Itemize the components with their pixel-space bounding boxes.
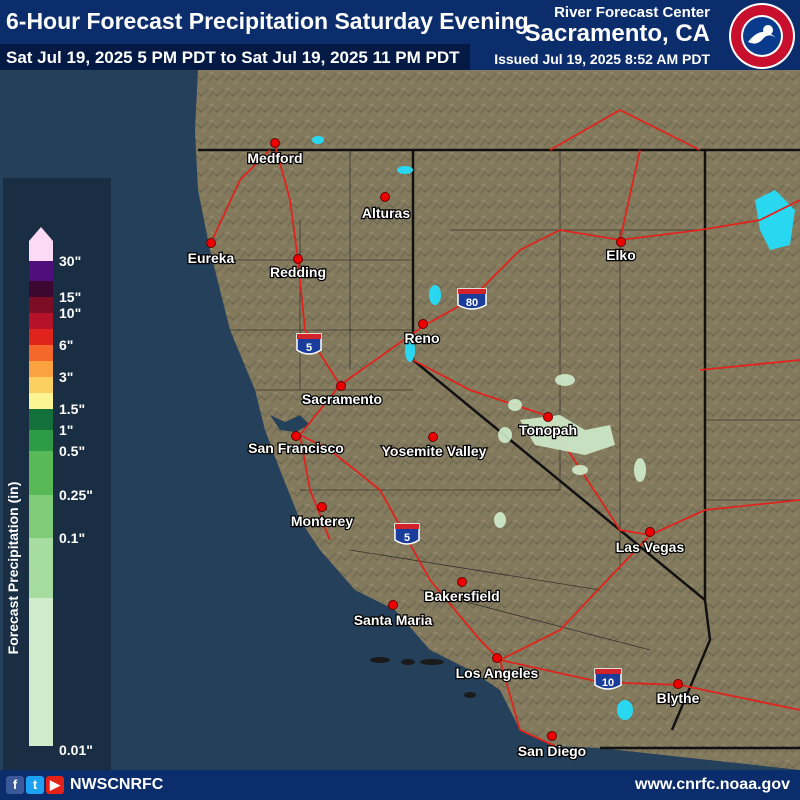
- legend-swatch: [29, 297, 53, 313]
- legend-swatch: [29, 261, 53, 281]
- city-label: San Diego: [518, 743, 586, 759]
- channel-island: [370, 657, 390, 663]
- legend-tick-label: 3": [59, 369, 73, 385]
- legend-swatch: [29, 345, 53, 361]
- city-monterey: Monterey: [290, 502, 355, 530]
- city-label: Medford: [247, 150, 302, 166]
- interstate-shield: 80: [457, 288, 487, 310]
- city-elko: Elko: [605, 237, 637, 264]
- city-label: Elko: [606, 247, 636, 263]
- legend-swatch: [29, 598, 53, 746]
- social-handle[interactable]: NWSCNRFC: [70, 776, 164, 793]
- city-las-vegas: Las Vegas: [615, 527, 686, 556]
- city-label: San Francisco: [248, 440, 344, 456]
- legend-tick-label: 6": [59, 337, 73, 353]
- footer-bar: f t ▶ NWSCNRFC www.cnrfc.noaa.gov: [0, 770, 800, 800]
- city-alturas: Alturas: [361, 192, 412, 222]
- legend-tick-label: 1.5": [59, 401, 85, 417]
- interstate-number: 5: [306, 342, 312, 354]
- legend-max-arrow: [29, 227, 53, 261]
- issued-time: Issued Jul 19, 2025 8:52 AM PDT: [494, 51, 710, 67]
- city-santa-maria: Santa Maria: [352, 600, 434, 629]
- legend-swatch: [29, 329, 53, 345]
- sf-bay: [270, 415, 310, 432]
- city-label: Bakersfield: [424, 588, 499, 604]
- city-sacramento: Sacramento: [301, 381, 383, 408]
- legend-swatch: [29, 313, 53, 329]
- city-label: Tonopah: [519, 422, 577, 438]
- city-reno: Reno: [403, 319, 441, 347]
- city-san-francisco: San Francisco: [247, 431, 345, 457]
- city-yosemite-valley: Yosemite Valley: [380, 432, 488, 460]
- legend-swatch: [29, 281, 53, 297]
- city-eureka: Eureka: [186, 238, 236, 267]
- legend-bins: 0.1" 0.25" 0.5" 1" 1.5" 3" 6" 10"15" 30" 0.01": [29, 227, 93, 758]
- city-san-diego: San Diego: [517, 731, 587, 760]
- city-label: Alturas: [362, 205, 410, 221]
- city-label: Eureka: [188, 250, 235, 266]
- land-area: [195, 70, 800, 770]
- interstate-shield: 5: [394, 523, 420, 545]
- legend-title: Forecast Precipitation (in): [5, 482, 21, 655]
- city-tonopah: Tonopah: [518, 412, 578, 439]
- legend-tick-label: 0.01": [59, 742, 93, 758]
- legend-tick-label: 1": [59, 422, 73, 438]
- interstate-shield: 10: [594, 668, 622, 690]
- lakes: [312, 136, 795, 720]
- city-label: Sacramento: [302, 391, 382, 407]
- map-title: 6-Hour Forecast Precipitation Saturday E…: [6, 8, 529, 34]
- city-redding: Redding: [269, 254, 327, 281]
- legend-swatch: [29, 451, 53, 495]
- city-label: Reno: [405, 330, 440, 346]
- city-label: Los Angeles: [456, 665, 539, 681]
- legend-tick-label: 10": [59, 305, 81, 321]
- channel-island: [464, 692, 476, 698]
- legend-tick-label: 0.1": [59, 530, 85, 546]
- legend-swatch: [29, 430, 53, 451]
- legend-tick-label: 30": [59, 253, 81, 269]
- legend-swatch: [29, 538, 53, 598]
- precipitation-map: 5 80 5 10 Medford Alturas Eureka Redding…: [0, 70, 800, 770]
- valid-period: Sat Jul 19, 2025 5 PM PDT to Sat Jul 19,…: [6, 48, 460, 67]
- city-label: Yosemite Valley: [382, 443, 487, 459]
- city-los-angeles: Los Angeles: [454, 653, 540, 682]
- legend-tick-label: 0.5": [59, 443, 85, 459]
- legend-tick-label: 15": [59, 289, 81, 305]
- interstate-number: 80: [466, 297, 478, 309]
- website-link[interactable]: www.cnrfc.noaa.gov: [635, 776, 790, 793]
- channel-island: [420, 659, 444, 665]
- city-label: Las Vegas: [616, 539, 685, 555]
- youtube-icon[interactable]: ▶: [46, 776, 64, 794]
- legend-swatch: [29, 409, 53, 430]
- city-label: Santa Maria: [354, 612, 433, 628]
- social-links: f t ▶: [6, 776, 64, 794]
- forecast-precip-areas: [494, 374, 646, 528]
- city-label: Monterey: [291, 513, 353, 529]
- interstate-number: 5: [404, 532, 410, 544]
- city-blythe: Blythe: [655, 679, 701, 707]
- facebook-icon[interactable]: f: [6, 776, 24, 794]
- city-medford: Medford: [246, 138, 304, 167]
- legend-swatch: [29, 495, 53, 538]
- office-name: Sacramento, CA: [524, 20, 710, 47]
- nws-logo-icon[interactable]: [728, 2, 796, 70]
- city-label: Blythe: [657, 690, 700, 706]
- precip-legend: Forecast Precipitation (in) 0.1" 0.25" 0.5…: [3, 178, 111, 770]
- twitter-icon[interactable]: t: [26, 776, 44, 794]
- city-bakersfield: Bakersfield: [423, 577, 501, 605]
- subtitle-bar: [0, 44, 470, 70]
- header-bar: 6-Hour Forecast Precipitation Saturday E…: [0, 0, 800, 70]
- office-label: River Forecast Center: [554, 4, 710, 21]
- interstate-number: 10: [602, 677, 614, 689]
- legend-swatch: [29, 361, 53, 377]
- channel-island: [401, 659, 415, 665]
- city-label: Redding: [270, 264, 326, 280]
- legend-tick-label: 0.25": [59, 487, 93, 503]
- interstate-shield: 5: [296, 333, 322, 355]
- legend-swatch: [29, 393, 53, 409]
- legend-swatch: [29, 377, 53, 393]
